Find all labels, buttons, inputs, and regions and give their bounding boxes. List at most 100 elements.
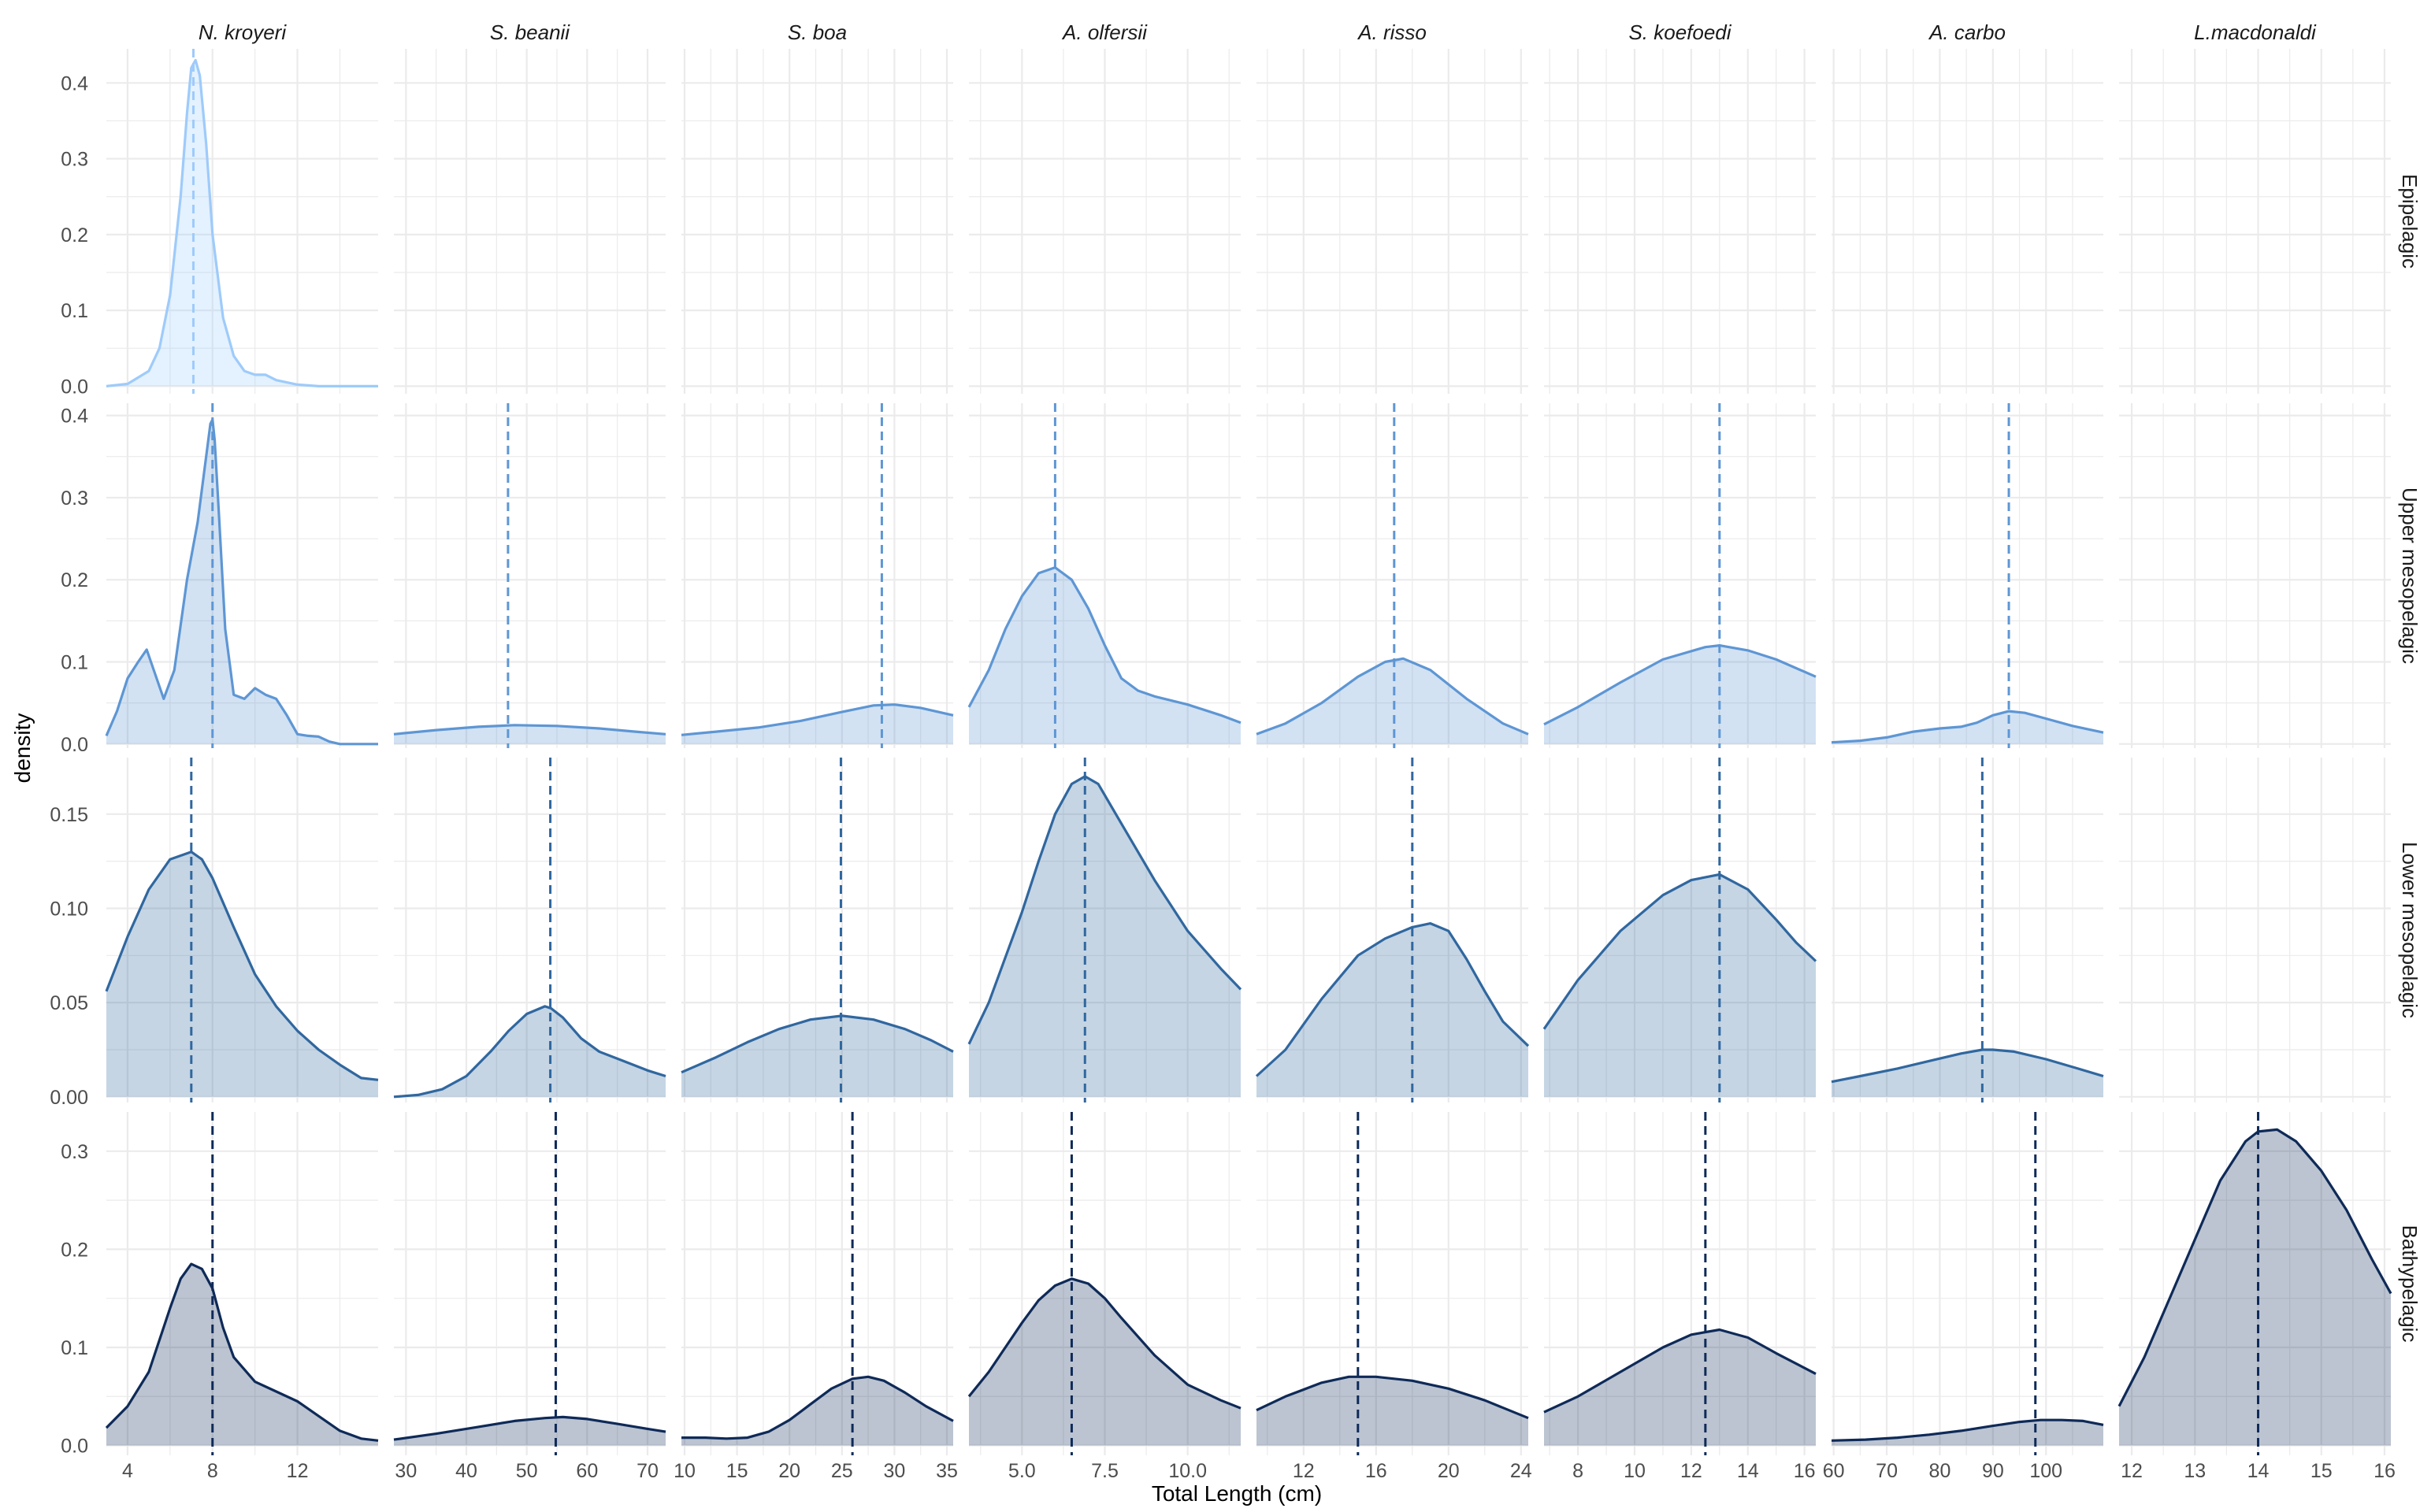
x-tick-label: 16: [1365, 1460, 1387, 1482]
species-strip-label: S. beanii: [490, 20, 570, 44]
density-area: [1544, 1329, 1816, 1446]
y-tick-label: 0.10: [50, 898, 88, 920]
density-area: [1256, 1377, 1528, 1446]
x-tick-label: 15: [726, 1460, 748, 1482]
density-area: [969, 1278, 1241, 1446]
density-area: [1256, 923, 1528, 1097]
density-area: [106, 851, 378, 1097]
density-area: [394, 724, 666, 744]
x-tick-label: 4: [122, 1460, 133, 1482]
x-tick-label: 20: [1438, 1460, 1460, 1482]
density-curve: [105, 1262, 379, 1442]
density-area: [106, 60, 378, 387]
density-area: [969, 776, 1241, 1097]
density-curve: [967, 566, 1242, 724]
species-strip-label: A. olfersii: [1061, 20, 1148, 44]
density-area: [1544, 645, 1816, 744]
y-tick-label: 0.4: [61, 72, 88, 94]
density-area: [1832, 1050, 2103, 1097]
text-layer: N. kroyeri 4 8 12 S. beanii 30 40 50 60 70 S. boa 1…: [50, 20, 2420, 1482]
x-tick-label: 70: [637, 1460, 659, 1482]
x-tick-label: 100: [2029, 1460, 2062, 1482]
density-curve: [105, 850, 379, 1081]
density-curve: [393, 1415, 666, 1441]
x-tick-label: 40: [455, 1460, 477, 1482]
density-area: [681, 1015, 953, 1097]
zone-strip-label: Epipelagic: [2398, 174, 2420, 269]
density-curve: [1255, 922, 1530, 1077]
density-curve: [106, 58, 378, 387]
density-curve: [105, 418, 378, 746]
density-curve: [967, 1277, 1242, 1410]
y-tick-label: 0.3: [61, 1141, 88, 1163]
x-tick-label: 50: [516, 1460, 538, 1482]
y-tick-label: 0.0: [61, 376, 88, 398]
species-strip-label: L.macdonaldi: [2194, 20, 2317, 44]
density-curve: [1831, 1418, 2104, 1442]
y-tick-label: 0.3: [61, 487, 88, 510]
x-tick-label: 20: [778, 1460, 800, 1482]
density-area: [106, 1264, 378, 1446]
species-strip-label: A. risso: [1357, 20, 1427, 44]
density-area: [106, 419, 378, 744]
x-tick-label: 35: [936, 1460, 958, 1482]
density-area: [681, 704, 953, 744]
grid-layer: [106, 49, 2391, 1455]
x-tick-label: 80: [1929, 1460, 1951, 1482]
x-tick-label: 10: [674, 1460, 696, 1482]
species-strip-label: S. boa: [788, 20, 847, 44]
density-area: [1832, 1420, 2103, 1446]
x-tick-label: 16: [2374, 1460, 2396, 1482]
y-tick-label: 0.2: [61, 224, 88, 246]
x-tick-label: 60: [1823, 1460, 1845, 1482]
density-curve: [681, 1375, 954, 1440]
x-tick-label: 5.0: [1008, 1460, 1036, 1482]
density-area: [1544, 874, 1816, 1097]
x-tick-label: 90: [1982, 1460, 2004, 1482]
x-tick-label: 14: [2247, 1460, 2270, 1482]
y-tick-label: 0.2: [61, 1239, 88, 1261]
x-tick-label: 7.5: [1091, 1460, 1119, 1482]
density-area: [394, 1417, 666, 1446]
species-strip-label: N. kroyeri: [199, 20, 287, 44]
x-tick-label: 12: [1293, 1460, 1315, 1482]
density-curve: [681, 1014, 954, 1074]
density-curve: [1543, 1328, 1817, 1414]
x-tick-label: 8: [1572, 1460, 1583, 1482]
y-tick-label: 0.1: [61, 1337, 88, 1359]
x-tick-label: 30: [883, 1460, 905, 1482]
y-tick-label: 0.0: [61, 1436, 88, 1458]
density-curve: [1831, 710, 2104, 744]
x-tick-label: 8: [207, 1460, 218, 1482]
x-tick-label: 16: [1794, 1460, 1816, 1482]
y-tick-label: 0.15: [50, 804, 88, 826]
density-area: [969, 567, 1241, 744]
x-axis-title: Total Length (cm): [1152, 1481, 1322, 1506]
y-tick-label: 0.0: [61, 734, 88, 756]
density-area: [2119, 1129, 2391, 1446]
x-tick-label: 10: [1624, 1460, 1646, 1482]
density-curve: [1542, 873, 1817, 1030]
density-area: [681, 1377, 953, 1446]
x-tick-label: 12: [287, 1460, 309, 1482]
y-tick-label: 0.2: [61, 569, 88, 591]
species-strip-label: A. carbo: [1928, 20, 2006, 44]
density-area: [1256, 658, 1528, 744]
species-strip-label: S. koefoedi: [1628, 20, 1731, 44]
x-tick-label: 12: [2121, 1460, 2143, 1482]
density-curve: [393, 1005, 666, 1099]
x-tick-label: 10.0: [1168, 1460, 1207, 1482]
x-tick-label: 14: [1737, 1460, 1759, 1482]
y-tick-label: 0.05: [50, 992, 88, 1014]
y-tick-label: 0.00: [50, 1087, 88, 1109]
x-tick-label: 25: [831, 1460, 853, 1482]
marks-layer: [105, 49, 2392, 1455]
density-curve: [1543, 644, 1817, 726]
density-curve: [393, 724, 666, 736]
x-tick-label: 12: [1680, 1460, 1702, 1482]
density-curve: [681, 703, 954, 736]
x-tick-label: 24: [1510, 1460, 1532, 1482]
y-tick-label: 0.3: [61, 149, 88, 171]
zone-strip-label: Bathypelagic: [2398, 1225, 2420, 1343]
